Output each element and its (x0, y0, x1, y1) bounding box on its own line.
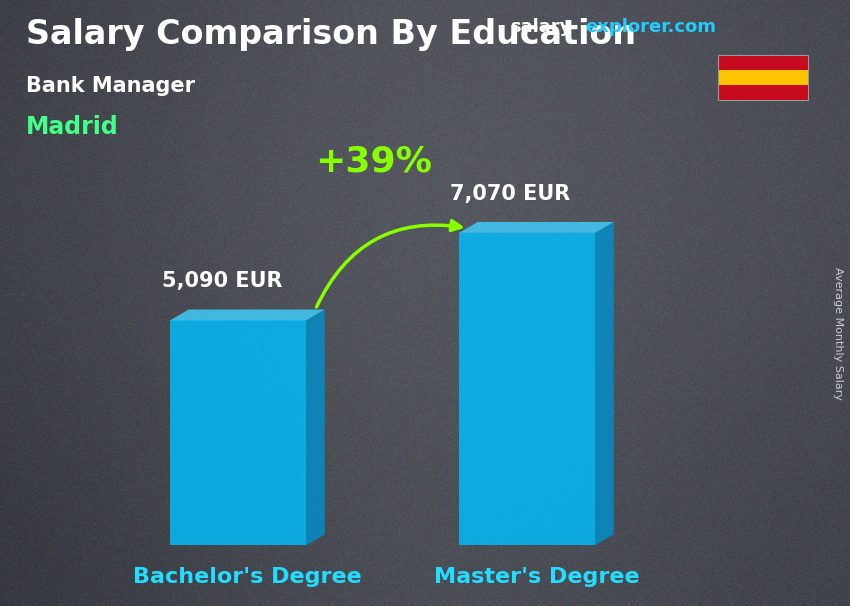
FancyBboxPatch shape (718, 85, 808, 100)
FancyBboxPatch shape (718, 55, 808, 70)
Polygon shape (170, 321, 306, 545)
Text: explorer.com: explorer.com (585, 18, 716, 36)
FancyBboxPatch shape (718, 70, 808, 85)
Text: Bank Manager: Bank Manager (26, 76, 195, 96)
Text: 7,070 EUR: 7,070 EUR (450, 184, 570, 204)
Text: salary: salary (510, 18, 571, 36)
Text: Master's Degree: Master's Degree (434, 567, 639, 587)
Text: Madrid: Madrid (26, 115, 118, 139)
Polygon shape (170, 310, 325, 321)
Polygon shape (459, 222, 614, 233)
Text: Bachelor's Degree: Bachelor's Degree (133, 567, 362, 587)
Text: Salary Comparison By Education: Salary Comparison By Education (26, 18, 636, 51)
Text: +39%: +39% (315, 144, 433, 178)
Polygon shape (306, 310, 325, 545)
Text: 5,090 EUR: 5,090 EUR (162, 271, 282, 291)
Polygon shape (459, 233, 595, 545)
Polygon shape (595, 222, 614, 545)
Text: Average Monthly Salary: Average Monthly Salary (833, 267, 843, 400)
